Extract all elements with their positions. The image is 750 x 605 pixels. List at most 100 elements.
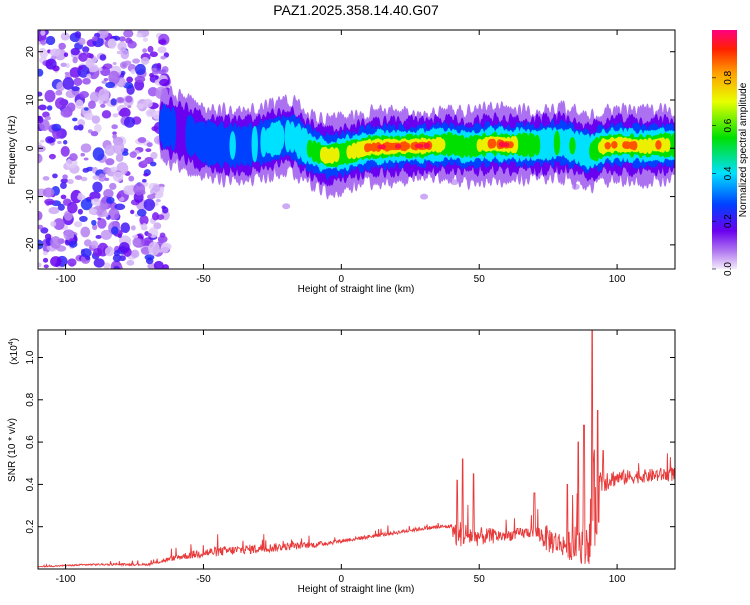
noise-speck <box>112 113 119 118</box>
noise-speck <box>38 104 47 111</box>
noise-speck <box>123 116 136 128</box>
x-tick-label: -100 <box>56 274 76 285</box>
noise-speck <box>82 77 91 85</box>
y-tick-label: 10 <box>25 94 36 106</box>
noise-speck <box>84 107 89 111</box>
noise-speck <box>42 176 50 181</box>
noise-speck <box>130 209 135 215</box>
ridge-cell <box>670 133 675 158</box>
noise-speck <box>50 155 55 160</box>
noise-speck <box>60 108 73 118</box>
noise-speck <box>82 167 90 173</box>
noise-speck <box>69 153 78 162</box>
x-tick-label: 50 <box>474 274 486 285</box>
noise-speck <box>78 65 83 71</box>
noise-speck <box>136 208 147 217</box>
colorbar-tick-label: 0.6 <box>723 118 734 132</box>
noise-speck <box>149 189 154 195</box>
noise-speck <box>85 255 91 261</box>
ridge-cell <box>511 136 519 154</box>
ridge-cell <box>394 144 402 149</box>
noise-speck <box>152 69 160 75</box>
noise-speck <box>130 225 136 231</box>
noise-speck <box>71 86 80 92</box>
noise-speck <box>159 78 170 87</box>
noise-speck <box>153 222 162 230</box>
noise-speck <box>104 144 116 156</box>
noise-speck <box>68 240 78 248</box>
ridge-cell <box>646 137 653 154</box>
y-tick-label: 1.0 <box>25 350 36 364</box>
colorbar-tick-label: 0.0 <box>723 262 734 276</box>
noise-speck <box>45 58 57 70</box>
noise-speck <box>70 47 80 56</box>
noise-speck <box>90 130 99 137</box>
noise-speck <box>73 221 83 228</box>
noise-speck <box>60 182 67 190</box>
noise-speck <box>84 112 95 121</box>
noise-speck <box>72 117 78 122</box>
noise-speck <box>56 81 65 92</box>
noise-speck <box>129 151 137 158</box>
noise-speck <box>103 77 109 81</box>
noise-speck <box>150 151 158 160</box>
noise-speck <box>40 40 48 45</box>
noise-speck <box>51 123 62 132</box>
noise-speck <box>62 140 68 145</box>
noise-speck <box>127 105 132 109</box>
ridge-cell <box>417 143 424 149</box>
noise-speck <box>123 30 134 38</box>
noise-speck <box>57 140 62 145</box>
noise-speck <box>116 193 122 199</box>
noise-speck <box>114 203 126 211</box>
ridge-cell <box>655 140 662 150</box>
noise-speck <box>118 242 130 253</box>
noise-speck <box>112 254 122 263</box>
noise-speck <box>112 61 117 66</box>
noise-speck <box>92 224 98 231</box>
noise-speck <box>60 146 70 157</box>
noise-speck <box>100 103 106 108</box>
noise-speck <box>49 48 61 57</box>
ridge-cell <box>260 126 267 158</box>
noise-speck <box>158 238 164 243</box>
noise-speck <box>73 125 79 131</box>
noise-speck <box>159 186 165 192</box>
noise-speck <box>42 257 49 263</box>
colorbar-tick-label: 0.4 <box>723 166 734 180</box>
noise-speck <box>60 194 67 200</box>
ridge-cell <box>529 133 536 157</box>
noise-speck <box>115 153 124 162</box>
noise-speck <box>158 39 167 45</box>
noise-speck <box>108 208 120 221</box>
ridge-cell <box>569 137 576 155</box>
noise-speck <box>40 227 49 234</box>
noise-speck <box>88 100 96 109</box>
ridge-cell <box>458 134 466 159</box>
noise-speck <box>38 210 43 221</box>
snr-x-ticks: -100 -50 0 50 100 <box>56 330 626 585</box>
noise-speck <box>58 42 66 50</box>
spectrogram-noise-region <box>38 30 586 269</box>
noise-speck <box>40 139 45 143</box>
noise-speck <box>132 238 142 246</box>
noise-speck <box>450 179 459 186</box>
noise-speck <box>46 105 53 111</box>
noise-speck <box>72 56 78 64</box>
noise-speck <box>120 49 130 60</box>
noise-speck <box>60 62 67 68</box>
noise-speck <box>44 198 55 206</box>
noise-speck <box>103 211 109 218</box>
noise-speck <box>116 50 122 55</box>
noise-speck <box>50 221 57 227</box>
noise-speck <box>135 63 146 76</box>
noise-speck <box>140 246 151 255</box>
noise-speck <box>57 203 65 211</box>
y-tick-label: 0.4 <box>25 477 36 491</box>
noise-speck <box>55 90 63 96</box>
noise-speck <box>60 178 69 184</box>
noise-speck <box>112 171 124 182</box>
colorbar <box>712 30 737 269</box>
noise-speck <box>128 175 135 182</box>
